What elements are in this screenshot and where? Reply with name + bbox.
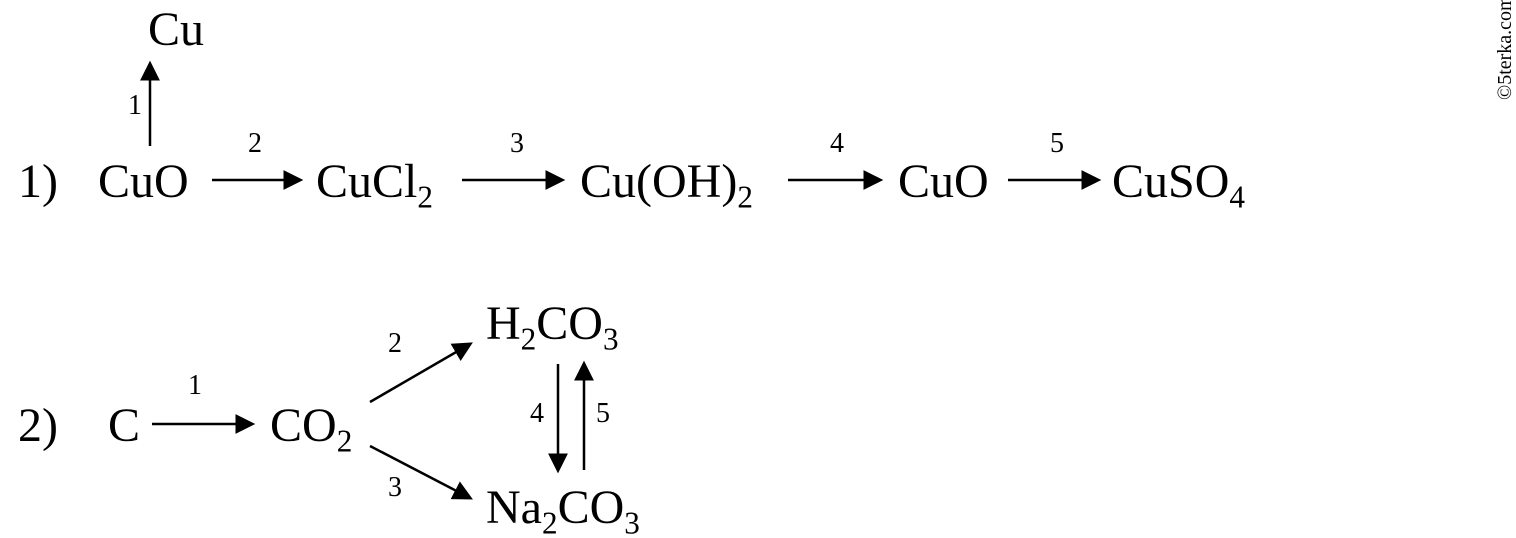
formula-cuo-1: CuO <box>98 158 189 206</box>
formula-c: C <box>108 402 140 450</box>
step-label-1-5: 5 <box>1050 130 1064 158</box>
formula-co2: CO2 <box>270 402 352 457</box>
watermark: ©5terka.com <box>1494 0 1516 100</box>
list-marker-1: 1) <box>18 158 58 206</box>
step-label-1-3: 3 <box>510 130 524 158</box>
arrow-2-3 <box>370 446 470 498</box>
formula-h2co3: H2CO3 <box>486 300 619 355</box>
arrow-2-2 <box>370 344 470 402</box>
formula-cuo-2: CuO <box>898 158 989 206</box>
formula-cuoh2: Cu(OH)2 <box>580 158 753 213</box>
step-label-1-4: 4 <box>830 130 844 158</box>
formula-na2co3: Na2CO3 <box>486 484 640 538</box>
step-label-2-1: 1 <box>188 372 202 400</box>
formula-cucl2: CuCl2 <box>316 158 433 213</box>
arrows-layer <box>0 0 1516 538</box>
list-marker-2: 2) <box>18 402 58 450</box>
formula-cuso4: CuSO4 <box>1112 158 1245 213</box>
diagram-stage: Cu 1) CuO CuCl2 Cu(OH)2 CuO CuSO4 2) C C… <box>0 0 1516 538</box>
step-label-1-1: 1 <box>128 92 142 120</box>
step-label-2-3: 3 <box>388 474 402 502</box>
step-label-2-5: 5 <box>596 400 610 428</box>
step-label-1-2: 2 <box>248 130 262 158</box>
formula-cu: Cu <box>148 6 204 54</box>
step-label-2-2: 2 <box>388 330 402 358</box>
step-label-2-4: 4 <box>530 400 544 428</box>
